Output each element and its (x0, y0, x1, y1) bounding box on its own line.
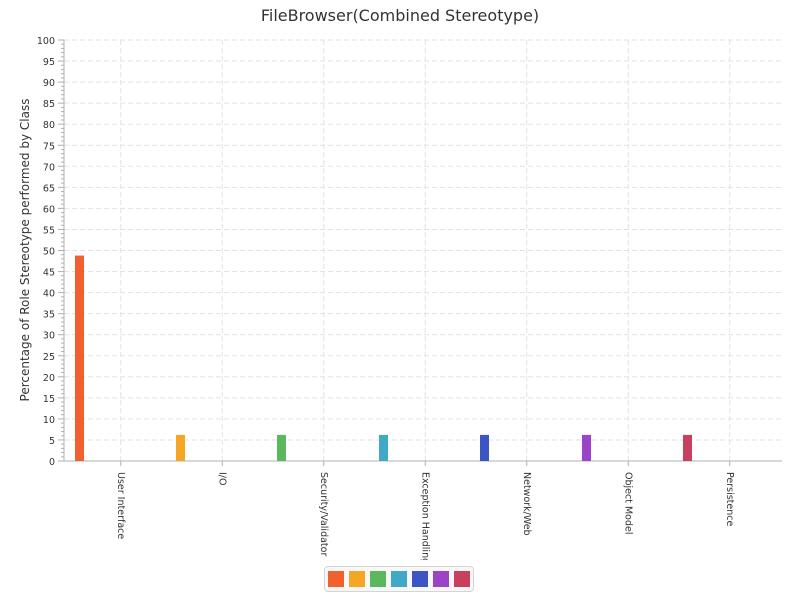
bar-object-model (582, 434, 591, 461)
y-tick-label: 20 (43, 373, 55, 384)
y-tick-label: 5 (49, 436, 55, 447)
y-tick-label: 25 (43, 352, 55, 363)
y-tick-label: 45 (43, 268, 55, 279)
y-tick-label: 75 (43, 141, 55, 152)
bar-security-validator (277, 434, 286, 461)
legend-swatch (370, 571, 386, 587)
legend-swatch (454, 571, 470, 587)
x-tick-label: User Interface (115, 472, 126, 539)
legend (324, 566, 474, 592)
y-tick-label: 35 (43, 310, 55, 321)
bar-user-interface (75, 255, 84, 461)
y-tick-label: 15 (43, 394, 55, 405)
y-tick-label: 10 (43, 415, 55, 426)
y-tick-label: 90 (43, 78, 55, 89)
y-tick-label: 55 (43, 225, 55, 236)
legend-swatch (433, 571, 449, 587)
x-tick-label: Persistence (724, 472, 735, 526)
y-tick-label: 0 (49, 457, 55, 468)
legend-swatch (349, 571, 365, 587)
bar-i-o (176, 434, 185, 461)
x-tick-label: Object Model (622, 472, 633, 534)
bar-network-web (480, 434, 489, 461)
plot-area: 0 5 10 15 20 25 30 35 40 45 50 55 60 65 70 75 80 85 90 95 10… (37, 36, 782, 560)
legend-swatch (391, 571, 407, 587)
legend-swatch (412, 571, 428, 587)
y-tick-label: 70 (43, 162, 55, 173)
y-tick-label: 40 (43, 289, 55, 300)
x-tick-label: I/O (216, 472, 227, 485)
x-tick-label: Exception Handling (419, 472, 430, 560)
y-tick-label: 60 (43, 204, 55, 215)
y-tick-label: 65 (43, 183, 55, 194)
y-tick-label: 50 (43, 247, 55, 258)
y-tick-label: 85 (43, 99, 55, 110)
y-tick-label: 30 (43, 331, 55, 342)
x-tick-label: Network/Web (521, 472, 532, 536)
chart-title: FileBrowser(Combined Stereotype) (260, 6, 540, 25)
y-tick-label: 95 (43, 57, 55, 68)
x-tick-label: Security/Validator (318, 472, 329, 556)
legend-swatch (328, 571, 344, 587)
bar-persistence (683, 434, 692, 461)
y-tick-label: 100 (37, 36, 55, 47)
y-tick-label: 80 (43, 120, 55, 131)
bar-exception-handling (379, 434, 388, 461)
